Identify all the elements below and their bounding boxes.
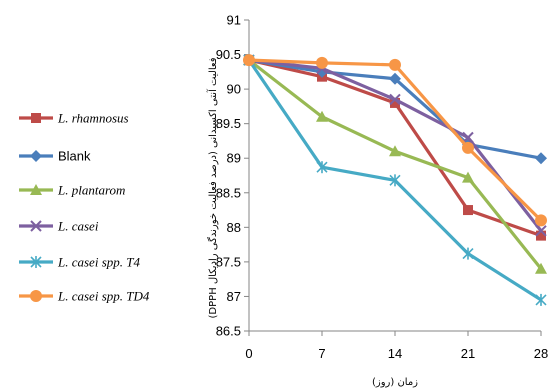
x-tick-label: 7	[318, 346, 325, 361]
legend-label: L. casei spp. T4	[57, 255, 140, 270]
legend-marker	[30, 184, 42, 195]
legend-marker	[30, 290, 42, 302]
legend-label: L. casei	[57, 219, 99, 234]
y-tick-label: 88	[227, 220, 241, 235]
y-tick-label: 90	[227, 82, 241, 97]
data-point	[535, 225, 547, 237]
data-point	[390, 97, 400, 108]
legend-label: Blank	[58, 149, 91, 164]
legend-label: L. rhamnosus	[57, 111, 129, 126]
legend-item-l-plantarom: L. plantarom	[19, 183, 125, 198]
data-point	[462, 131, 474, 144]
legend-marker	[30, 150, 42, 162]
x-tick-label: 28	[534, 346, 548, 361]
data-point	[316, 110, 328, 122]
data-point	[462, 141, 474, 154]
x-tick-label: 0	[245, 346, 252, 361]
data-point	[389, 174, 401, 187]
y-tick-label: 89.5	[216, 116, 241, 131]
data-point	[535, 262, 547, 274]
data-point	[535, 214, 547, 227]
series-l-casei-spp-td4	[243, 54, 547, 227]
legend-marker	[30, 256, 42, 268]
data-point	[243, 54, 255, 67]
legend: L. rhamnosus Blank L. plantarom L. casei L. …	[19, 111, 150, 304]
legend-item-l-casei-spp-td4: L. casei spp. TD4	[19, 289, 150, 304]
data-point	[316, 161, 328, 174]
series-line	[248, 58, 543, 270]
data-point	[389, 93, 401, 106]
data-point	[535, 152, 547, 165]
y-tick-label: 87	[227, 289, 241, 304]
y-tick-label: 86.5	[216, 324, 241, 339]
y-tick-label: 88.5	[216, 185, 241, 200]
plot-area	[243, 54, 547, 306]
data-point	[389, 58, 401, 71]
y-tick-label: 89	[227, 151, 241, 166]
legend-label: L. plantarom	[57, 183, 125, 198]
x-axis-title: زمان (روز)	[372, 377, 418, 388]
series-l-casei-spp-t4	[243, 54, 547, 306]
legend-item-l-casei-spp-t4: L. casei spp. T4	[19, 255, 140, 270]
data-point	[462, 171, 474, 183]
legend-item-l-casei: L. casei	[19, 219, 99, 234]
data-point	[536, 230, 546, 241]
y-tick-label: 90.5	[216, 47, 241, 62]
legend-item-l-rhamnosus: L. rhamnosus	[19, 111, 129, 126]
legend-label: L. casei spp. TD4	[57, 289, 150, 304]
legend-item-blank: Blank	[19, 149, 91, 164]
data-point	[316, 56, 328, 69]
data-point	[463, 205, 473, 216]
axes: 86.5 87 87.5 88 88.5 89 89.5 90 90.5 91 0 7 14 21 28	[216, 13, 549, 362]
data-point	[535, 293, 547, 306]
y-tick-label: 87.5	[216, 254, 241, 269]
data-point	[389, 72, 401, 85]
y-tick-label: 91	[227, 13, 241, 28]
data-point	[462, 247, 474, 260]
legend-marker	[31, 113, 41, 123]
series-l-plantarom	[243, 54, 547, 274]
data-point	[389, 145, 401, 157]
legend-marker	[30, 220, 42, 232]
x-tick-label: 14	[388, 346, 402, 361]
y-axis-title: فعالیت آنتی اکسیدانی (درصد فعالیت خورندگ…	[206, 57, 219, 318]
x-tick-label: 21	[461, 346, 475, 361]
